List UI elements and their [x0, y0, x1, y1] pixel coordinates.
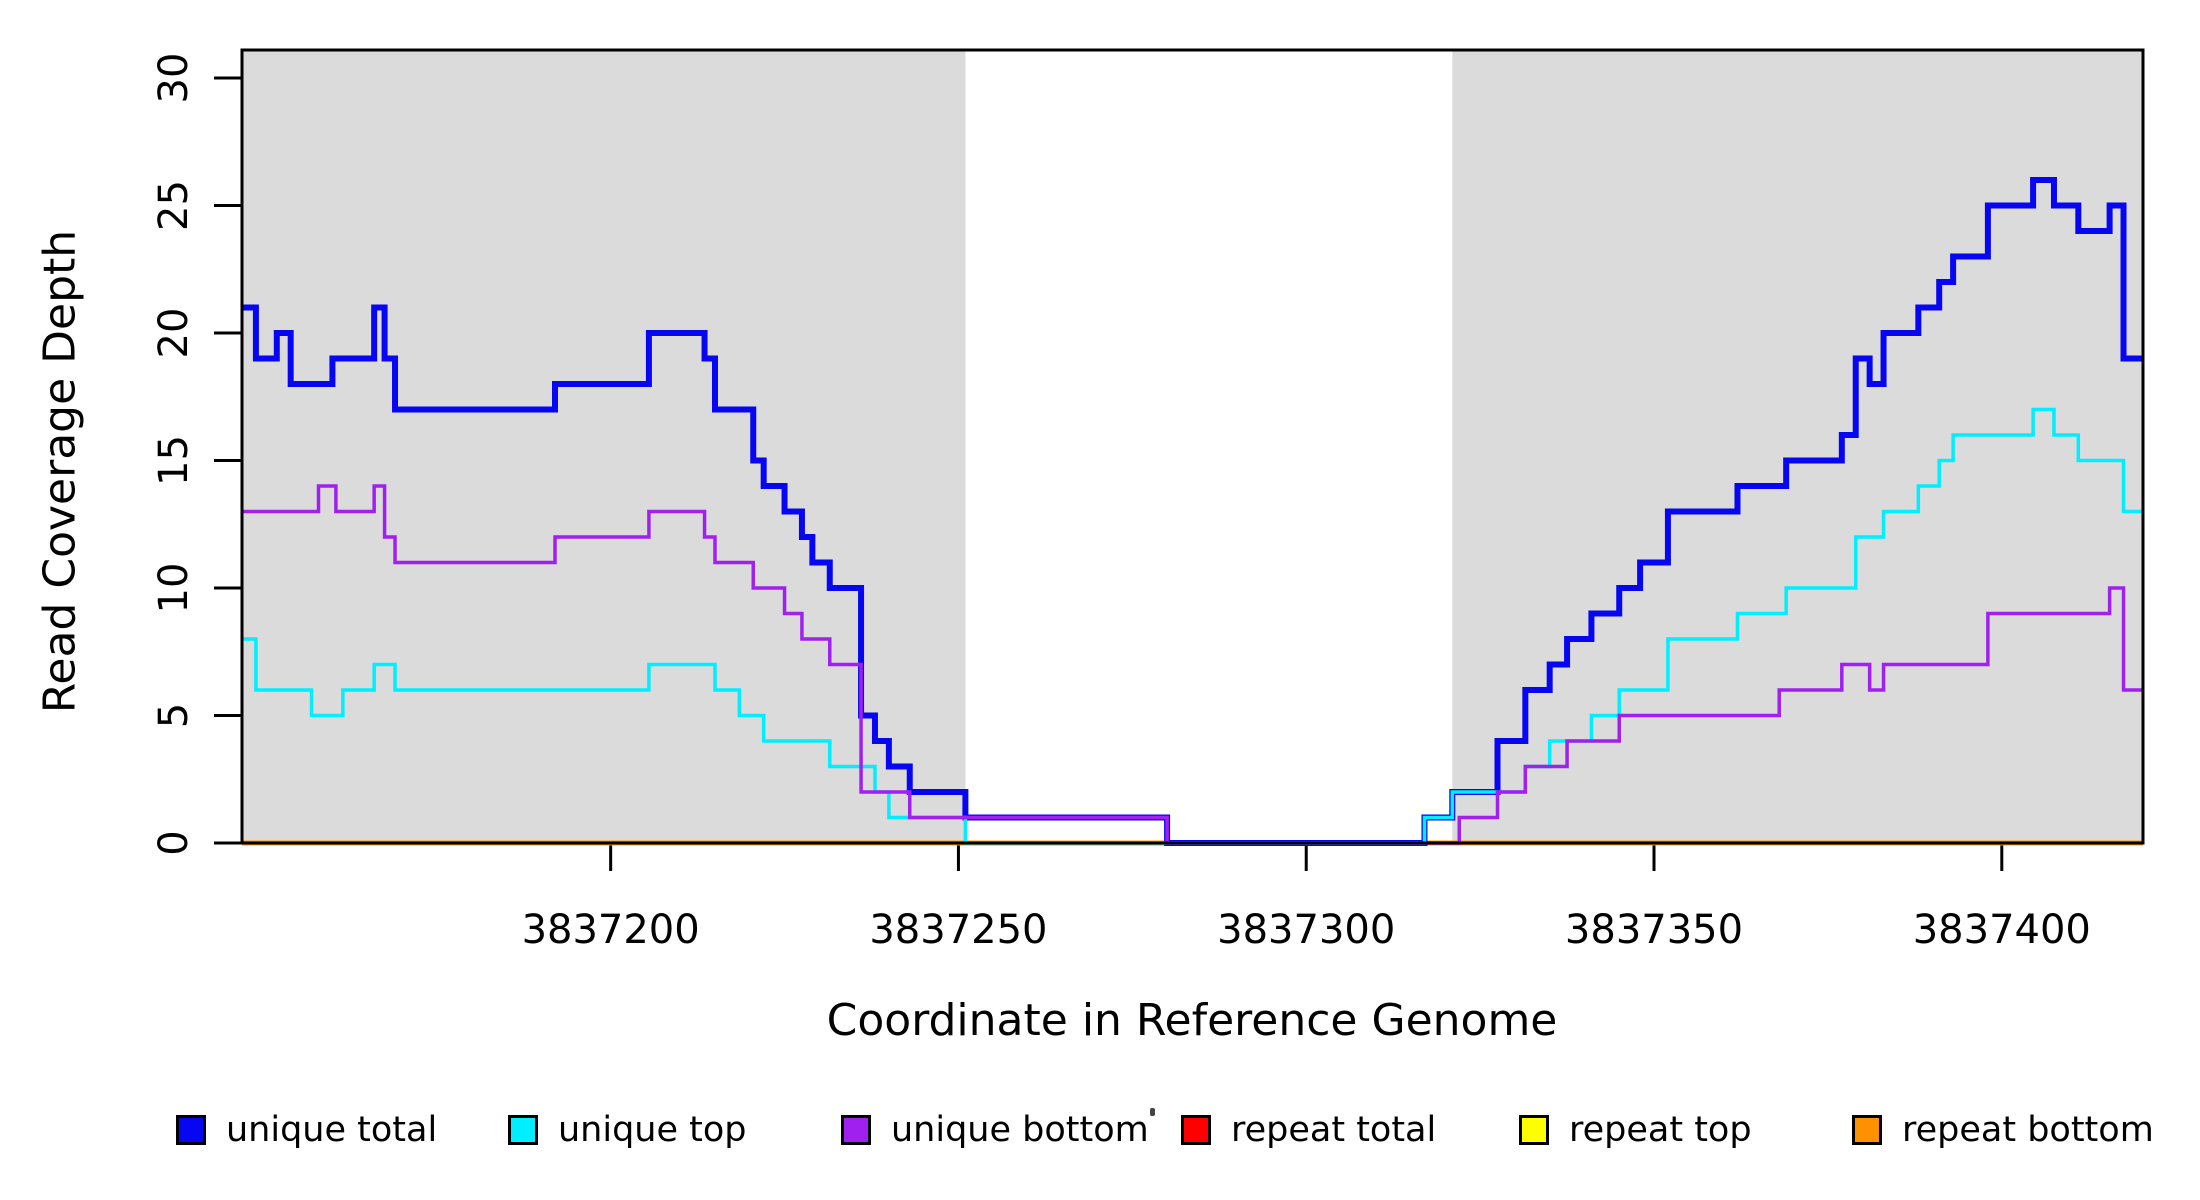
legend-label: repeat top [1569, 1110, 1752, 1150]
series-unique-bottom [242, 484, 2143, 845]
legend-label: unique bottom [891, 1110, 1149, 1150]
left-gray-region [242, 50, 966, 843]
plot-border [240, 48, 2145, 845]
y-axis-title: Read Coverage Depth [34, 229, 86, 714]
x-tick-label: 3837250 [869, 907, 1047, 953]
legend-label: unique total [226, 1110, 438, 1150]
y-tick-label: 10 [151, 563, 197, 614]
legend-item-repeat-top: repeat top [1519, 1108, 1752, 1152]
legend-item-unique-top: unique top [508, 1108, 747, 1152]
x-tick-label: 3837200 [522, 907, 700, 953]
y-tick-label: 15 [151, 435, 197, 486]
y-tick-label: 25 [151, 180, 197, 231]
x-axis-title: Coordinate in Reference Genome [826, 995, 1558, 1046]
repeat-top-swatch-icon [1519, 1115, 1549, 1145]
legend-label: repeat total [1231, 1110, 1437, 1150]
legend-label: unique top [558, 1110, 747, 1150]
unique-total-swatch-icon [176, 1115, 206, 1145]
repeat-bottom-swatch-icon [1852, 1115, 1882, 1145]
legend-item-unique-total: unique total [176, 1108, 437, 1152]
legend-item-repeat-bottom: repeat bottom [1852, 1108, 2154, 1152]
legend-item-repeat-total: repeat total [1181, 1108, 1436, 1152]
x-tick-label: 3837400 [1913, 907, 2091, 953]
stray-mark [1150, 1108, 1155, 1116]
right-gray-region [1452, 50, 2143, 843]
legend-label: repeat bottom [1902, 1110, 2154, 1150]
y-tick-label: 20 [151, 308, 197, 359]
repeat-total-swatch-icon [1181, 1115, 1211, 1145]
x-tick-label: 3837300 [1217, 907, 1395, 953]
x-tick-label: 3837350 [1565, 907, 1743, 953]
y-tick-label: 0 [151, 830, 197, 855]
unique-top-swatch-icon [508, 1115, 538, 1145]
y-tick-label: 30 [151, 53, 197, 104]
y-tick-label: 5 [151, 703, 197, 728]
legend-item-unique-bottom: unique bottom [841, 1108, 1149, 1152]
legend: unique total unique top unique bottom re… [0, 1108, 2200, 1158]
unique-bottom-swatch-icon [841, 1115, 871, 1145]
